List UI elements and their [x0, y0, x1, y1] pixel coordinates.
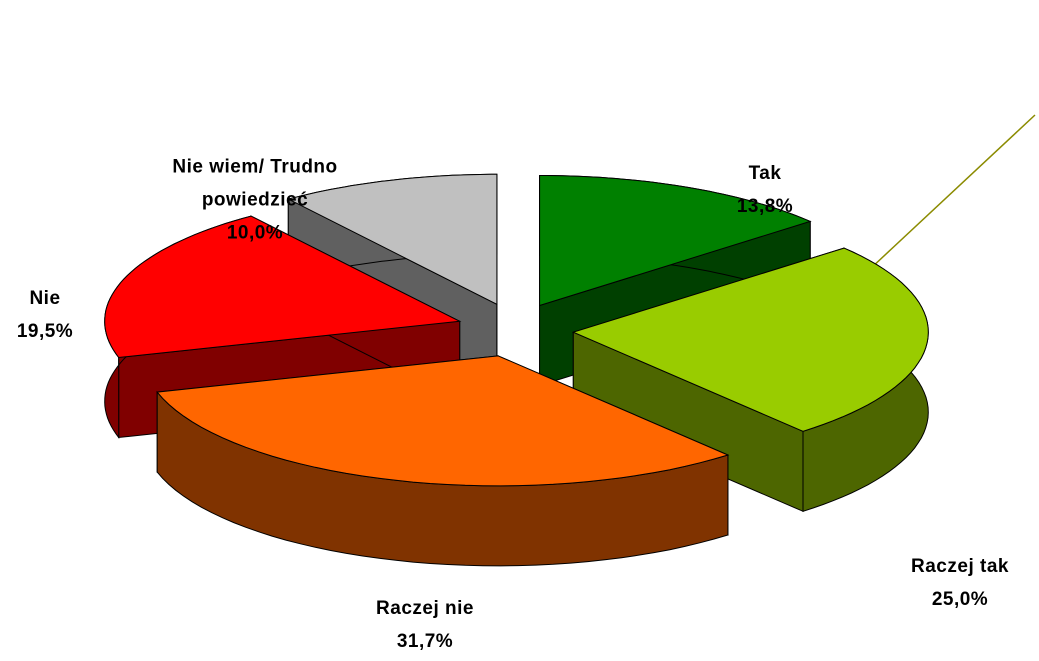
slice — [104, 215, 462, 359]
slice-label: Nie wiem/ Trudno powiedzieć 10,0% — [120, 151, 390, 250]
value-label: 13,8% — [736, 196, 794, 217]
slice — [156, 355, 730, 487]
category-label: Nie wiem/ Trudno powiedzieć — [172, 156, 338, 211]
slice — [539, 175, 812, 307]
value-label: 10,0% — [226, 222, 284, 244]
value-label: 31,7% — [396, 631, 454, 652]
category-label: Tak — [748, 163, 782, 184]
slice — [286, 173, 498, 306]
slice-label: Nie 19,5% — [0, 282, 90, 348]
slice-label: Raczej tak 25,0% — [880, 550, 1039, 616]
value-label: 25,0% — [931, 589, 989, 610]
value-label: 19,5% — [16, 321, 74, 342]
category-label: Raczej tak — [911, 556, 1009, 577]
slice-label: Raczej nie 31,7% — [345, 592, 505, 658]
category-label: Raczej nie — [376, 598, 474, 619]
decor-line — [854, 114, 1036, 284]
slice — [571, 247, 929, 432]
slice-label: Tak 13,8% — [705, 157, 825, 223]
category-label: Nie — [29, 288, 61, 309]
